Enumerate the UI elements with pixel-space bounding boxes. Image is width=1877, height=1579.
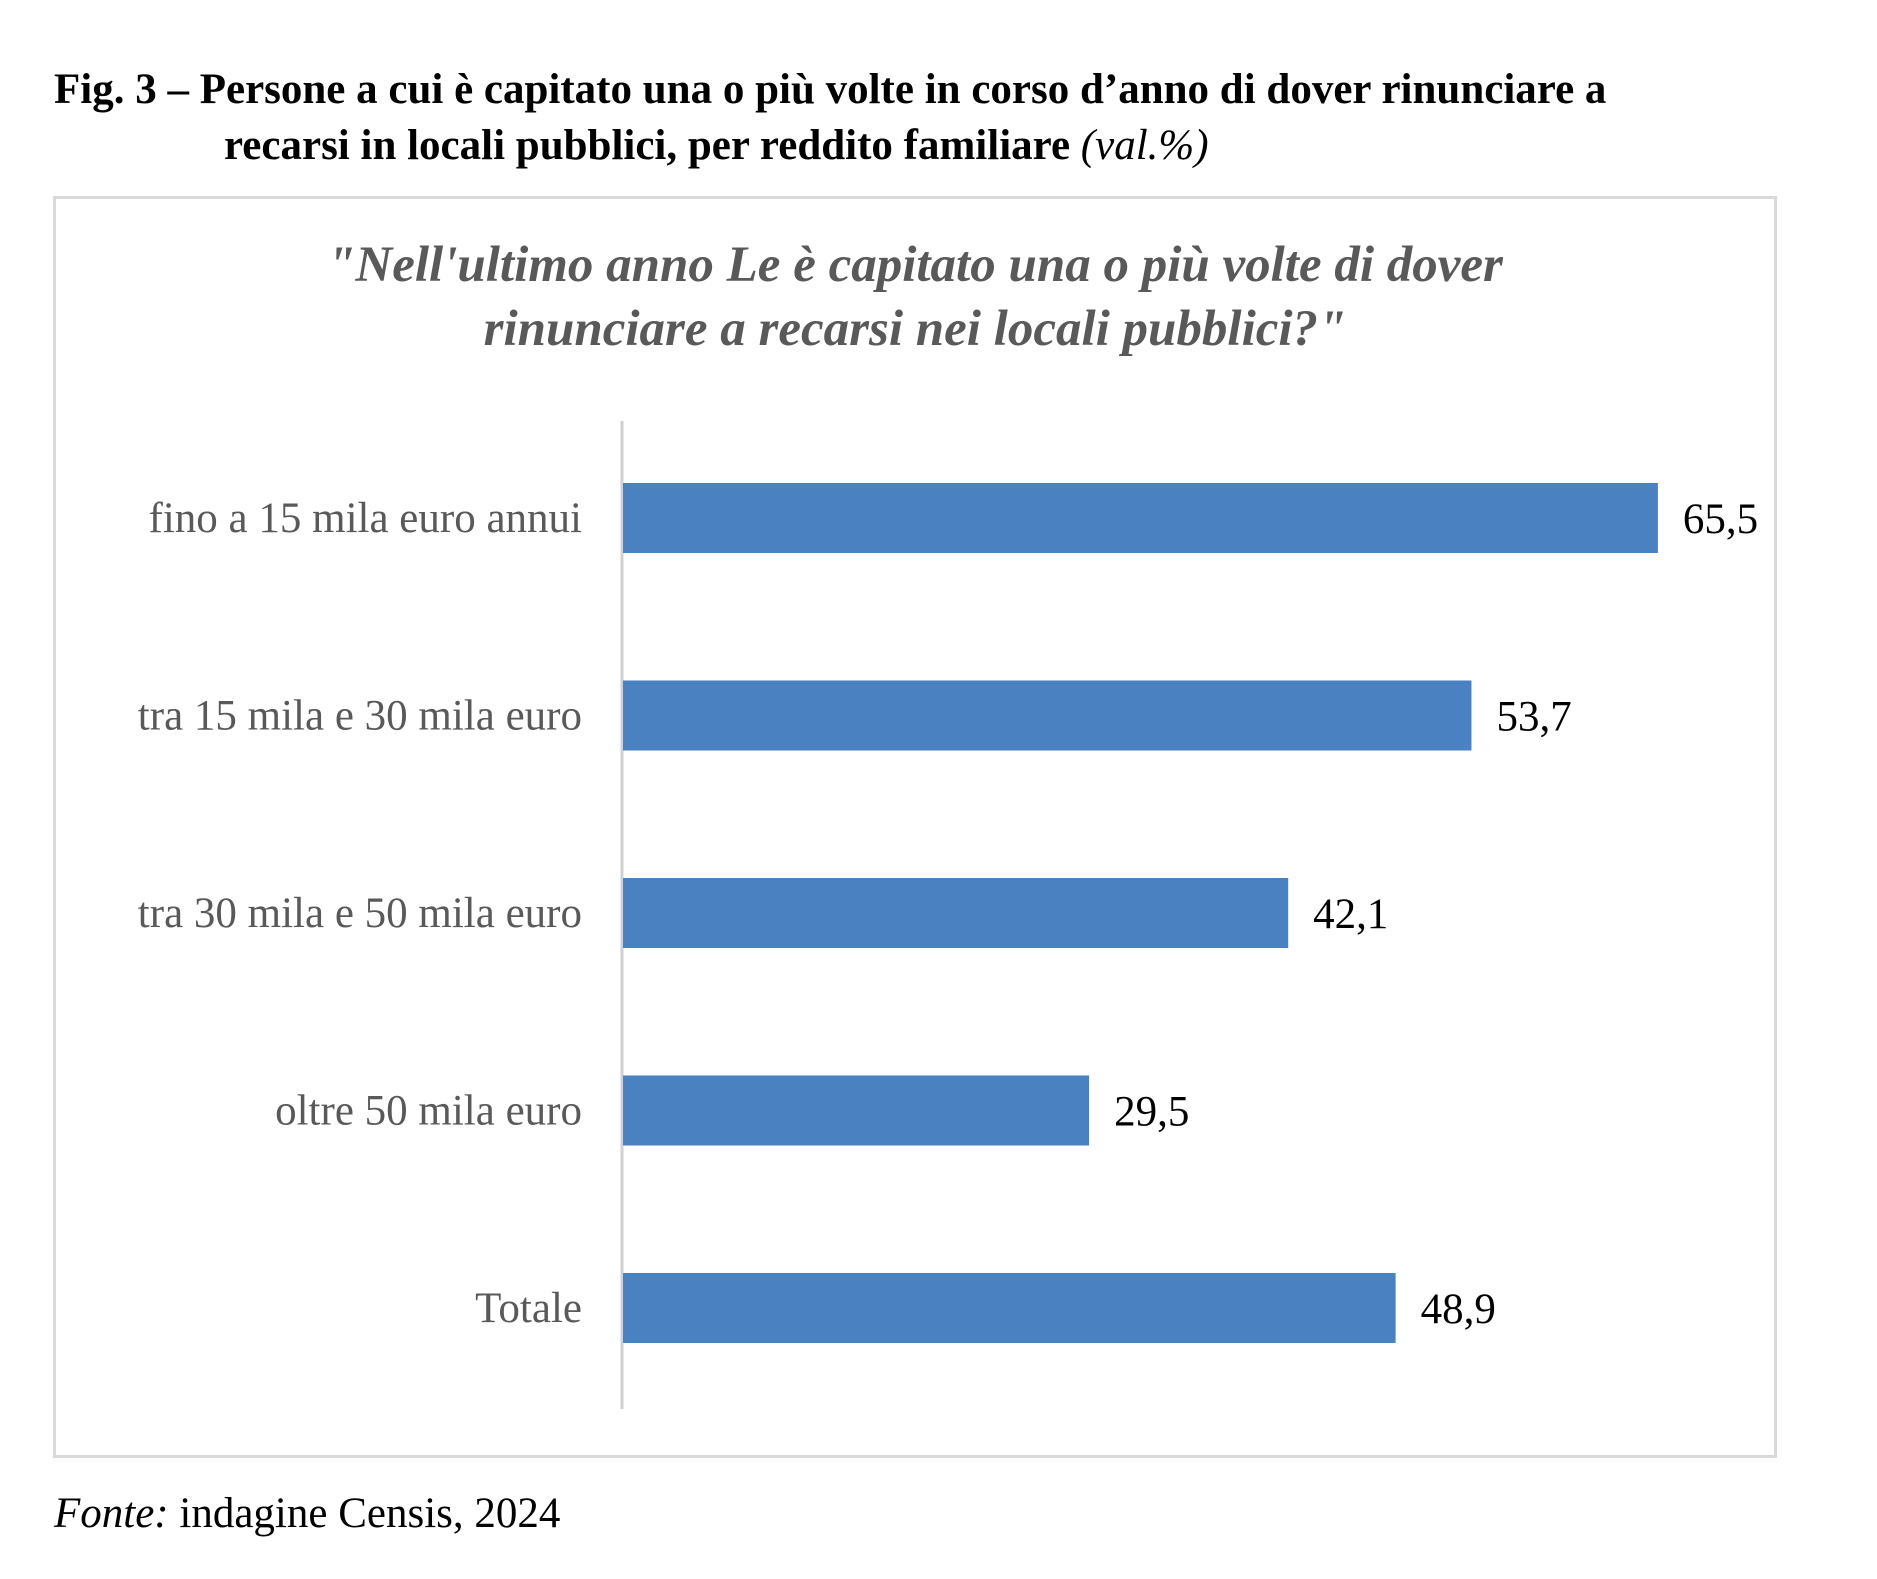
- category-label: Totale: [475, 1285, 582, 1332]
- bar-chart: fino a 15 mila euro annui 65,5 tra 15 mila…: [138, 421, 1758, 1409]
- source-label: Fonte:: [54, 1490, 169, 1537]
- bar: [623, 483, 1658, 553]
- data-label: 29,5: [1114, 1089, 1189, 1136]
- data-label: 65,5: [1683, 496, 1758, 543]
- category-label: tra 15 mila e 30 mila euro: [138, 693, 582, 740]
- chart-title-line1: "Nell'ultimo anno Le è capitato una o pi…: [327, 237, 1503, 293]
- caption-unit: (val.%): [1080, 122, 1209, 169]
- category-label: oltre 50 mila euro: [275, 1088, 582, 1135]
- figure-caption: Fig. 3 – Persone a cui è capitato una o …: [54, 62, 1854, 174]
- source-note: Fonte: indagine Censis, 2024: [54, 1486, 560, 1542]
- data-label: 48,9: [1421, 1286, 1496, 1333]
- caption-line2: recarsi in locali pubblici, per reddito …: [224, 122, 1071, 169]
- chart-frame: "Nell'ultimo anno Le è capitato una o pi…: [53, 196, 1777, 1458]
- caption-line2-wrap: recarsi in locali pubblici, per reddito …: [54, 118, 1854, 174]
- bar: [623, 1273, 1396, 1343]
- data-label: 42,1: [1313, 891, 1388, 938]
- caption-line1: Fig. 3 – Persone a cui è capitato una o …: [54, 66, 1607, 113]
- chart-title-line2: rinunciare a recarsi nei locali pubblici…: [483, 301, 1347, 357]
- bar: [623, 680, 1472, 751]
- category-label: fino a 15 mila euro annui: [149, 495, 583, 542]
- source-text: indagine Censis, 2024: [168, 1490, 561, 1537]
- bar: [623, 1075, 1090, 1146]
- bar: [623, 878, 1289, 948]
- chart-title: "Nell'ultimo anno Le è capitato una o pi…: [56, 233, 1774, 361]
- category-label: tra 30 mila e 50 mila euro: [138, 890, 582, 937]
- data-label: 53,7: [1496, 694, 1571, 741]
